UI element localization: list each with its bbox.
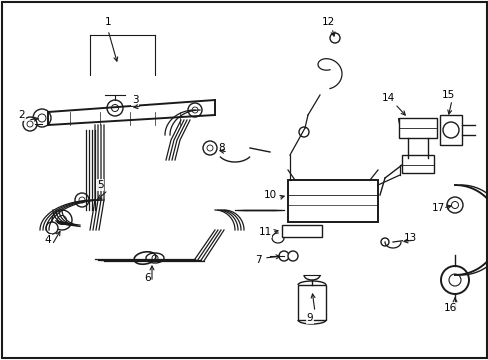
Circle shape: [79, 197, 85, 203]
Circle shape: [206, 145, 213, 151]
Text: 6: 6: [144, 273, 151, 283]
Circle shape: [52, 210, 72, 230]
Bar: [287, 180, 377, 222]
Circle shape: [440, 266, 468, 294]
Text: 4: 4: [44, 235, 51, 245]
Bar: [439, 115, 461, 145]
Circle shape: [298, 127, 308, 137]
Circle shape: [448, 274, 460, 286]
Circle shape: [329, 33, 339, 43]
Circle shape: [446, 197, 462, 213]
Circle shape: [442, 122, 458, 138]
Text: 2: 2: [19, 110, 25, 120]
Bar: [398, 118, 436, 138]
Circle shape: [33, 109, 51, 127]
Bar: [282, 225, 321, 237]
Circle shape: [187, 103, 202, 117]
Circle shape: [38, 114, 46, 122]
Circle shape: [203, 141, 217, 155]
Text: 15: 15: [441, 90, 454, 100]
Circle shape: [27, 121, 33, 127]
Circle shape: [192, 107, 198, 113]
Text: 3: 3: [131, 95, 138, 105]
Text: 7: 7: [254, 255, 261, 265]
Text: 17: 17: [430, 203, 444, 213]
Text: 11: 11: [258, 227, 271, 237]
Circle shape: [58, 216, 66, 225]
Text: 16: 16: [443, 303, 456, 313]
Circle shape: [450, 202, 458, 208]
Circle shape: [107, 100, 123, 116]
Circle shape: [380, 238, 388, 246]
Text: 8: 8: [218, 143, 225, 153]
Circle shape: [111, 104, 118, 112]
Circle shape: [75, 193, 89, 207]
Circle shape: [46, 222, 58, 234]
Circle shape: [279, 251, 288, 261]
Circle shape: [152, 255, 158, 261]
Bar: [297, 285, 325, 320]
Text: 12: 12: [321, 17, 334, 27]
Text: 1: 1: [104, 17, 111, 27]
Bar: [401, 155, 433, 173]
Text: 5: 5: [97, 180, 103, 190]
Circle shape: [23, 117, 37, 131]
Text: 13: 13: [403, 233, 416, 243]
Text: 9: 9: [306, 313, 313, 323]
Text: 14: 14: [381, 93, 394, 103]
Text: 10: 10: [263, 190, 276, 200]
Circle shape: [287, 251, 297, 261]
